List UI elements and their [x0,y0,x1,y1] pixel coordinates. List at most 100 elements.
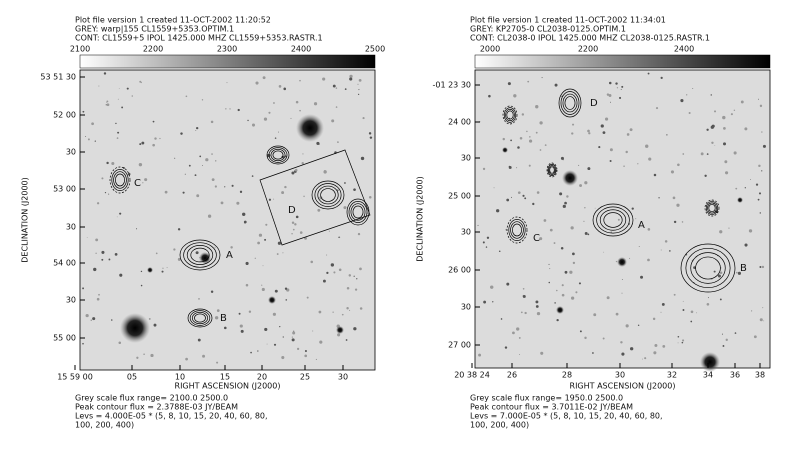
radio-contour [109,166,131,194]
faint-source [719,230,723,234]
faint-source [619,96,622,99]
faint-source [257,350,259,352]
faint-source [214,316,219,320]
faint-source [337,141,339,144]
faint-source [500,318,503,320]
header-line: GREY: warp|155 CL1559+5353.OPTIM.1 [75,25,234,34]
faint-source [652,317,656,321]
faint-source [516,327,520,331]
faint-source [609,160,612,163]
faint-source [569,270,573,274]
faint-source [118,341,122,345]
faint-source [250,351,252,354]
faint-source [255,81,259,85]
faint-source [368,132,372,135]
star [737,197,743,203]
faint-source [159,137,161,140]
faint-source [647,228,651,231]
faint-source [95,252,97,254]
faint-source [268,198,272,201]
radio-contour [194,313,206,323]
faint-source [161,270,164,273]
footer-line: 100, 200, 400) [75,421,134,430]
footer-line: Grey scale flux range= 2100.0 2500.0 [75,394,228,403]
faint-source [710,94,712,96]
faint-source [755,183,759,186]
faint-source [368,195,372,199]
faint-source [688,111,691,115]
faint-source [353,275,355,277]
faint-source [584,231,588,235]
faint-source [295,215,299,219]
faint-source [254,257,256,259]
faint-source [354,288,358,291]
faint-source [579,330,582,333]
faint-source [602,337,605,340]
faint-source [662,344,666,348]
faint-source [681,221,684,223]
faint-source [521,113,525,116]
faint-source [549,267,551,270]
faint-source [263,117,268,121]
faint-source [117,98,119,100]
faint-source [660,249,662,251]
scale-tick-label: 2000 [480,45,500,54]
header-line: CONT: CL2038-0 IPOL 1425.000 MHZ CL2038-… [470,34,710,43]
faint-source [258,233,263,237]
faint-source [140,284,143,287]
faint-source [177,228,181,231]
faint-source [506,198,510,202]
faint-source [153,323,157,327]
faint-source [584,181,588,185]
faint-source [199,155,202,158]
faint-source [116,216,118,218]
faint-source [483,300,487,304]
radio-contour [191,311,209,325]
faint-source [598,146,601,149]
faint-source [664,240,668,243]
y-tick-label: 30 [461,228,471,237]
faint-source [510,139,512,142]
faint-source [669,250,671,252]
faint-source [556,318,559,322]
faint-source [603,251,605,253]
faint-source [332,311,334,313]
radio-contour [547,163,557,177]
faint-source [214,160,217,162]
faint-source [106,100,109,103]
faint-source [143,353,145,355]
faint-source [757,98,759,100]
faint-source [362,117,365,120]
y-tick-label: 26 00 [448,266,471,275]
faint-source [272,312,276,316]
faint-source [264,327,268,332]
faint-source [629,347,634,351]
radio-contour [266,145,290,165]
faint-source [346,286,350,290]
faint-source [173,248,176,251]
faint-source [522,294,526,298]
faint-source [291,338,295,342]
star [562,170,578,186]
faint-source [279,326,281,328]
scale-tick-label: 2200 [578,45,598,54]
faint-source [548,263,550,265]
faint-source [103,72,107,75]
radio-contour [705,201,719,215]
faint-source [177,257,181,261]
faint-source [332,84,336,88]
faint-source [174,157,176,159]
faint-source [615,260,618,263]
x-tick-label: 30 [338,373,348,382]
faint-source [761,131,763,133]
faint-source [251,123,256,127]
radio-contour [510,221,524,239]
y-tick-label: 25 00 [448,192,471,201]
faint-source [283,87,287,91]
faint-source [152,143,155,147]
faint-source [637,324,640,327]
faint-source [584,336,587,340]
faint-source [119,273,123,277]
faint-source [341,313,344,316]
faint-source [290,117,292,120]
